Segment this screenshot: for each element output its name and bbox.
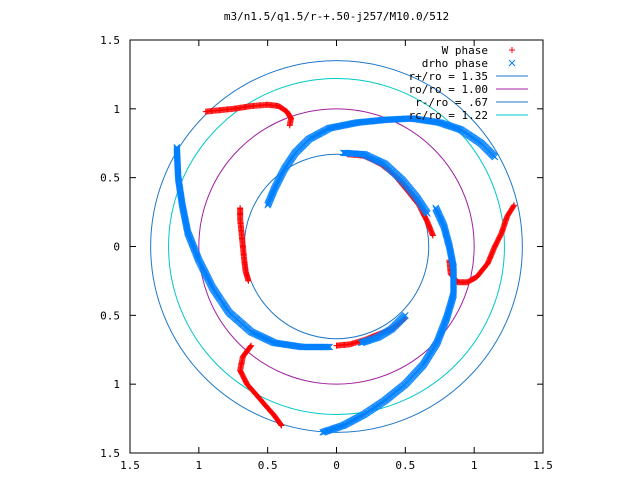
circle-ro-ro-1-00 [198, 108, 475, 385]
data-point [359, 339, 366, 346]
legend-label: drho phase [422, 57, 488, 70]
legend-label: W phase [442, 44, 488, 57]
data-point [360, 338, 367, 346]
legend-label: ro/ro = 1.00 [409, 83, 488, 96]
data-point [432, 204, 439, 212]
y-tick-label: 0.5 [100, 172, 120, 185]
x-tick-label: 1 [471, 459, 478, 472]
data-point [357, 339, 365, 347]
legend-marker [508, 59, 516, 67]
x-tick-label: 0 [333, 459, 340, 472]
x-tick-label: 0.5 [258, 459, 278, 472]
circle-r-ro-1-35 [150, 60, 523, 433]
data-point [424, 210, 431, 217]
reference-circles [150, 60, 523, 433]
data-points [173, 101, 518, 436]
chart-title: m3/n1.5/q1.5/r-+.50-j257/M10.0/512 [224, 10, 449, 23]
series-w-phase [202, 101, 518, 429]
data-point [278, 422, 285, 429]
y-tick-label: 1 [113, 378, 120, 391]
legend-label: r+/ro = 1.35 [409, 70, 488, 83]
y-tick-label: 1 [113, 103, 120, 116]
legend-marker [509, 47, 515, 53]
data-point [245, 277, 252, 284]
x-tick-label: 1.5 [533, 459, 553, 472]
y-tick-label: 1.5 [100, 447, 120, 460]
data-point [277, 421, 284, 428]
y-tick-label: 1.5 [100, 34, 120, 47]
y-tick-label: 0 [113, 241, 120, 254]
legend-label: r-/ro = .67 [415, 96, 488, 109]
data-point [323, 343, 331, 351]
data-point [286, 122, 293, 129]
data-point [429, 232, 436, 239]
x-tick-label: 0.5 [395, 459, 415, 472]
y-tick-label: 0.5 [100, 309, 120, 322]
data-point [325, 343, 332, 351]
x-tick-label: 1.5 [120, 459, 140, 472]
legend-label: rc/ro = 1.22 [409, 109, 488, 122]
data-point [264, 201, 272, 209]
circle-rc-ro-1-22 [168, 78, 505, 415]
tick-labels: 1.5 1 0.5 0 0.5 1 1.51.510.500.511.5 [100, 34, 553, 472]
data-point [326, 343, 333, 351]
tick-marks [129, 39, 544, 454]
series-drho-phase [173, 115, 499, 436]
x-tick-label: 1 [196, 459, 203, 472]
